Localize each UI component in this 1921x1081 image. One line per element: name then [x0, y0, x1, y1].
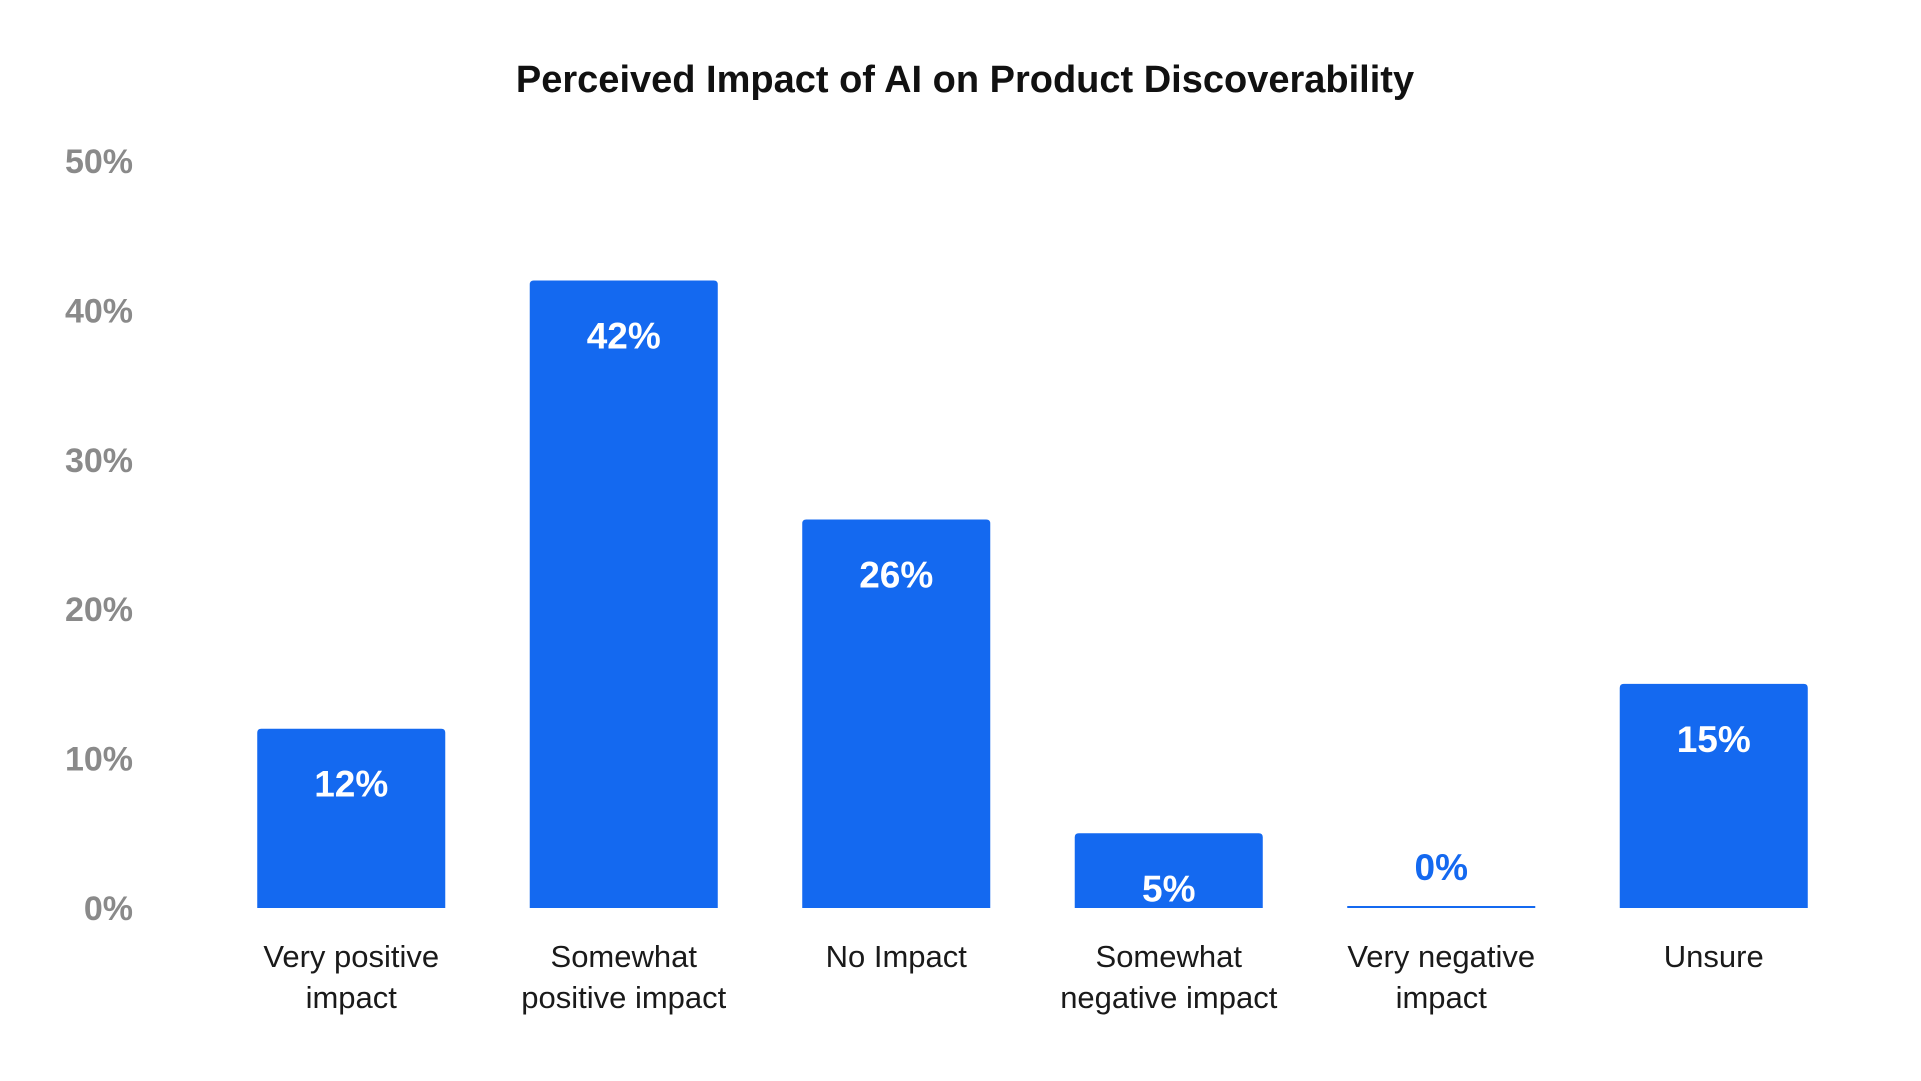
y-tick-label: 0%	[84, 890, 133, 928]
chart-title: Perceived Impact of AI on Product Discov…	[516, 59, 1414, 101]
data-label: 26%	[859, 555, 933, 596]
x-axis: Very positive impact Somewhat positive impa…	[263, 939, 1763, 1015]
data-label: 42%	[587, 316, 661, 357]
x-tick-label-line: Very negative	[1347, 939, 1535, 974]
x-tick-label: No Impact	[826, 939, 968, 974]
bars	[257, 280, 1808, 908]
y-tick-label: 30%	[65, 442, 133, 480]
data-labels: 12% 42% 26% 5% 0% 15%	[314, 316, 1751, 910]
x-tick-label-line: Somewhat	[551, 939, 698, 974]
x-tick-label-line: positive impact	[521, 980, 726, 1015]
bar	[1074, 833, 1263, 908]
y-tick-label: 20%	[65, 591, 133, 629]
data-label: 12%	[314, 764, 388, 805]
x-tick-label-line: Somewhat	[1096, 939, 1243, 974]
x-tick-label: Somewhat positive impact	[521, 939, 726, 1015]
bar	[1619, 683, 1808, 908]
x-tick-label-line: Very positive	[263, 939, 439, 974]
data-label: 0%	[1415, 847, 1468, 888]
x-tick-label: Unsure	[1664, 939, 1764, 974]
x-tick-label-line: No Impact	[826, 939, 968, 974]
x-tick-label: Somewhat negative impact	[1060, 939, 1278, 1015]
data-label: 15%	[1677, 719, 1751, 760]
x-tick-label-line: impact	[1396, 980, 1488, 1015]
bar	[802, 519, 991, 908]
y-tick-label: 50%	[65, 143, 133, 181]
bar	[257, 728, 446, 908]
x-tick-label-line: negative impact	[1060, 980, 1278, 1015]
x-tick-label-line: impact	[306, 980, 398, 1015]
data-label: 5%	[1142, 868, 1195, 909]
y-tick-label: 10%	[65, 741, 133, 779]
y-tick-label: 40%	[65, 292, 133, 330]
bar	[529, 280, 718, 908]
y-axis: 0% 10% 20% 30% 40% 50%	[65, 143, 133, 928]
x-tick-label-line: Unsure	[1664, 939, 1764, 974]
x-tick-label: Very positive impact	[263, 939, 439, 1015]
x-tick-label: Very negative impact	[1347, 939, 1535, 1015]
